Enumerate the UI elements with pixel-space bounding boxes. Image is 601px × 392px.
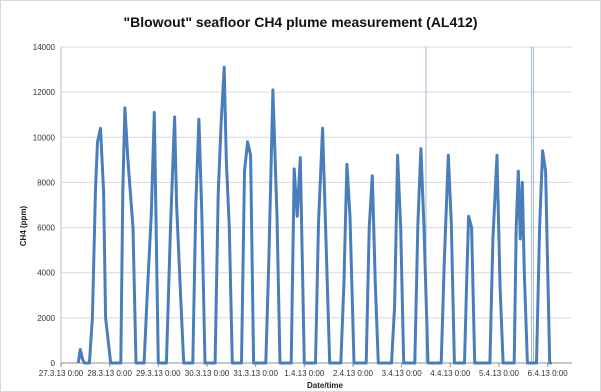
y-tick-label: 14000 [33, 43, 56, 52]
x-tick-label: 5.4.13 0:00 [479, 369, 520, 378]
y-tick-label: 4000 [37, 269, 55, 278]
x-tick-label: 2.4.13 0:00 [333, 369, 374, 378]
x-tick-label: 1.4.13 0:00 [284, 369, 325, 378]
y-tick-labels: 0 2000 4000 6000 8000 10000 12000 14000 [33, 43, 56, 368]
y-tick-label: 6000 [37, 224, 55, 233]
y-tick-label: 2000 [37, 314, 55, 323]
chart-title: "Blowout" seafloor CH4 plume measurement… [123, 14, 478, 30]
y-axis-label: CH4 (ppm) [19, 205, 28, 246]
x-tick-label: 4.4.13 0:00 [430, 369, 471, 378]
y-tick-label: 8000 [37, 178, 55, 187]
x-tick-label: 27.3.13 0:00 [39, 369, 84, 378]
x-axis-label: Date/time [307, 381, 344, 390]
x-tick-label: 31.3.13 0:00 [233, 369, 278, 378]
x-tick-label: 3.4.13 0:00 [382, 369, 423, 378]
x-tick-label: 6.4.13 0:00 [528, 369, 569, 378]
y-tick-label: 12000 [33, 88, 56, 97]
y-tick-label: 10000 [33, 133, 56, 142]
x-tick-label: 30.3.13 0:00 [185, 369, 230, 378]
series-line [76, 65, 552, 365]
series-layer [76, 65, 552, 365]
y-tick-label: 0 [51, 359, 56, 368]
x-tick-labels: 27.3.13 0:00 28.3.13 0:00 29.3.13 0:00 30.3… [39, 363, 568, 378]
x-tick-label: 29.3.13 0:00 [136, 369, 181, 378]
x-tick-label: 28.3.13 0:00 [87, 369, 132, 378]
